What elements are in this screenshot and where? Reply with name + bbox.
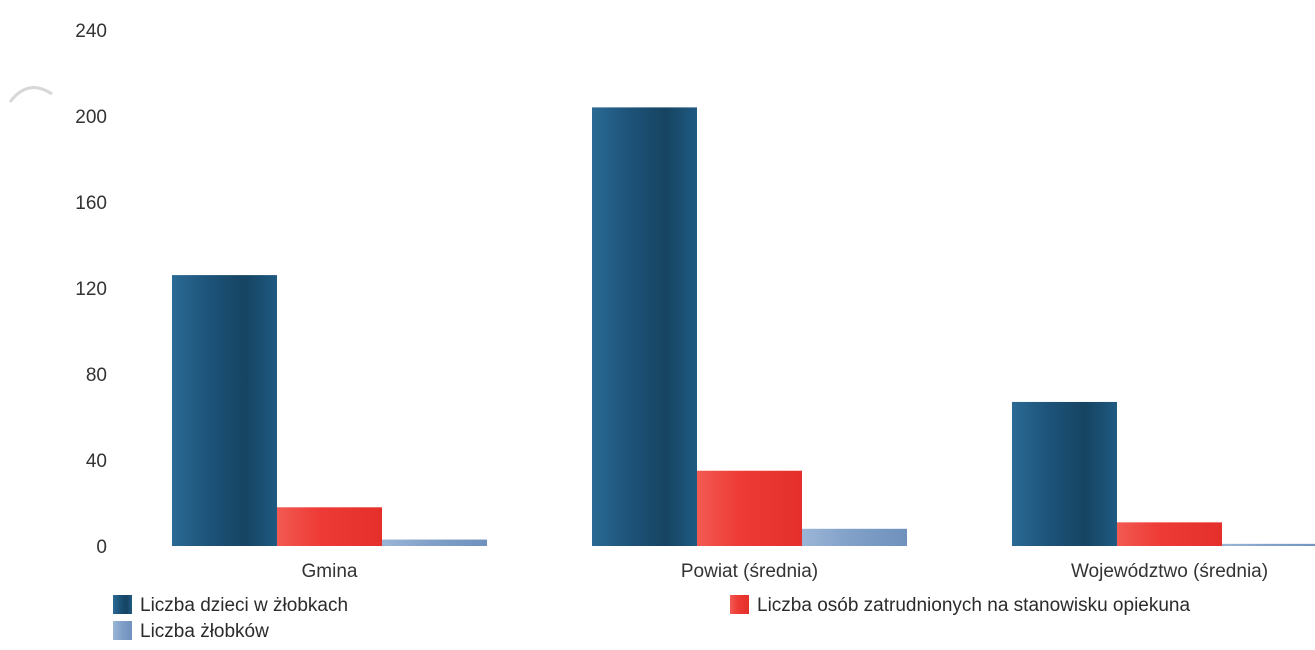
x-category-label: Powiat (średnia): [681, 561, 818, 582]
bar-nurseries-2: [1222, 543, 1315, 546]
bar-staff-2: [1117, 522, 1222, 546]
bars-group: [172, 107, 1315, 547]
legend-swatch: [730, 595, 749, 614]
legend-label: Liczba dzieci w żłobkach: [140, 595, 348, 616]
bar-children-1: [592, 107, 697, 547]
bar-children-2: [1012, 401, 1117, 546]
legend-label: Liczba osób zatrudnionych na stanowisku …: [757, 595, 1190, 616]
bar-nurseries-0: [382, 539, 487, 546]
y-tick-label: 160: [75, 193, 107, 214]
y-tick-label: 40: [86, 451, 107, 472]
y-tick-label: 0: [96, 537, 107, 558]
y-tick-label: 240: [75, 21, 107, 42]
legend-label: Liczba żłobków: [140, 621, 269, 642]
x-category-label: Województwo (średnia): [1071, 561, 1268, 582]
y-tick-label: 80: [86, 365, 107, 386]
x-axis: Gmina Powiat (średnia) Województwo (średni…: [302, 561, 1269, 582]
legend: Liczba dzieci w żłobkach Liczba osób zatr…: [113, 595, 1190, 642]
y-axis: 0 40 80 120 160 200 240: [75, 21, 107, 558]
x-category-label: Gmina: [302, 561, 358, 582]
bar-children-0: [172, 275, 277, 546]
decorative-arc: [8, 86, 53, 103]
legend-swatch: [113, 621, 132, 640]
y-tick-label: 120: [75, 279, 107, 300]
legend-swatch: [113, 595, 132, 614]
bar-nurseries-1: [802, 528, 907, 546]
bar-staff-1: [697, 470, 802, 546]
bar-staff-0: [277, 507, 382, 546]
y-tick-label: 200: [75, 107, 107, 128]
